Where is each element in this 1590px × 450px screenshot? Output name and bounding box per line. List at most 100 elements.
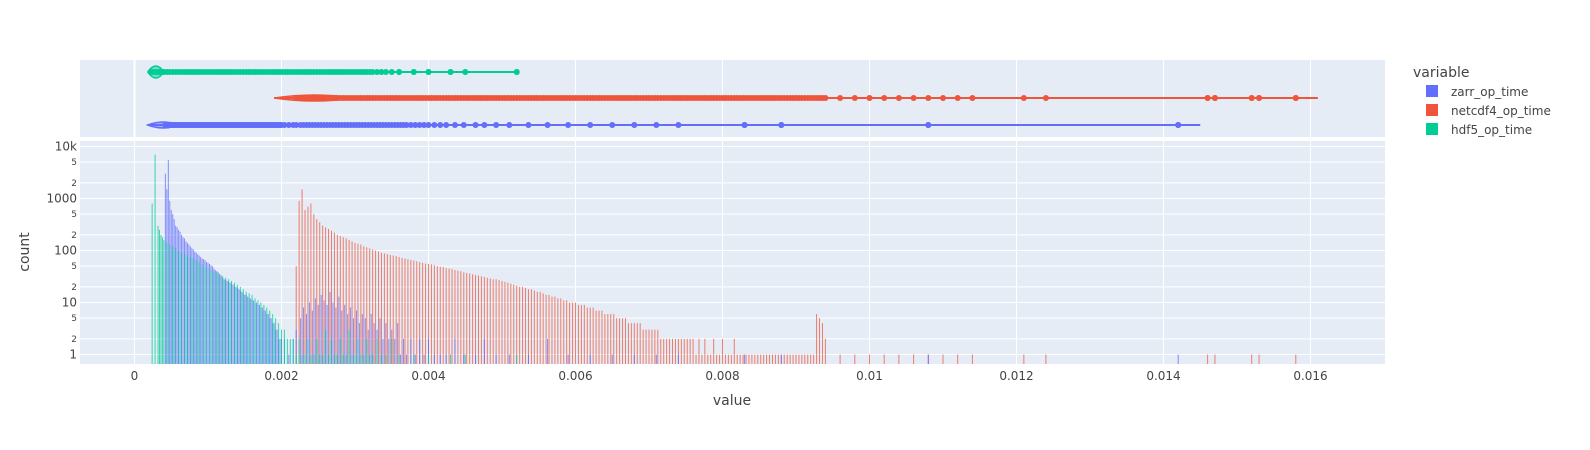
histogram-bar	[567, 354, 569, 364]
legend-item[interactable]: netcdf4_op_time	[1426, 104, 1551, 118]
histogram-bar	[680, 338, 682, 364]
histogram-bar	[751, 354, 753, 364]
histogram-bar	[701, 354, 703, 364]
histogram-bar	[745, 354, 747, 364]
histogram-bar	[821, 323, 823, 364]
histogram-bar	[178, 250, 180, 364]
histogram-bar	[360, 354, 362, 364]
violin-outlier	[1204, 95, 1211, 101]
histogram-bar	[824, 338, 826, 364]
histogram-bar	[300, 318, 302, 364]
histogram-bar	[367, 329, 369, 364]
histogram-bar	[611, 354, 613, 364]
histogram-bar	[214, 270, 216, 364]
violin-density	[145, 121, 181, 129]
histogram-bar	[495, 279, 497, 364]
legend-swatch	[1426, 85, 1438, 97]
violin-outlier	[741, 122, 748, 128]
histogram-bar	[198, 262, 200, 364]
histogram-bar	[395, 256, 397, 364]
histogram-bar	[645, 329, 647, 364]
histogram-bars	[151, 154, 1297, 364]
histogram-bar	[722, 338, 723, 364]
histogram-bar	[336, 354, 338, 364]
histogram-bar	[666, 338, 668, 364]
violin-point	[472, 122, 479, 128]
violin-density	[146, 65, 165, 79]
histogram-bar	[769, 354, 771, 364]
histogram-bar	[379, 318, 381, 364]
histogram-bar	[256, 302, 258, 364]
legend-item[interactable]: hdf5_op_time	[1426, 123, 1532, 137]
histogram-bar	[192, 258, 194, 364]
legend-swatch	[1426, 104, 1438, 116]
legend[interactable]: variable zarr_op_time netcdf4_op_time hdf5…	[1413, 65, 1551, 137]
histogram-bar	[161, 237, 163, 364]
histogram-bar	[428, 264, 429, 364]
histogram-bar	[160, 234, 162, 364]
histogram-bar	[733, 338, 735, 364]
histogram-bar	[397, 323, 399, 364]
histogram-bar	[330, 230, 332, 364]
histogram-bar	[1207, 354, 1209, 364]
histogram-bar	[355, 310, 357, 364]
legend-label: netcdf4_op_time	[1451, 104, 1551, 118]
histogram-bar	[686, 338, 688, 364]
histogram-bar	[319, 222, 321, 364]
histogram-bar	[672, 338, 674, 364]
y-tick-label: 5	[71, 262, 77, 272]
histogram-bar	[175, 248, 177, 364]
histogram-bar	[704, 338, 706, 364]
histogram-bar	[744, 354, 746, 364]
histogram-bar	[363, 354, 365, 364]
violin-point	[565, 122, 572, 128]
histogram-bar	[351, 354, 353, 364]
histogram-bar	[674, 338, 676, 364]
histogram-bar	[298, 200, 300, 364]
histogram-bar	[266, 307, 268, 364]
histogram-bar	[771, 354, 773, 364]
histogram-bar	[739, 354, 741, 364]
histogram-bar	[433, 265, 435, 364]
histogram-bar	[220, 275, 222, 364]
violin-point	[506, 122, 513, 128]
histogram-bar	[757, 354, 759, 364]
histogram-bar	[357, 243, 359, 364]
histogram-bar	[854, 354, 856, 364]
marginal-violins	[145, 65, 1318, 129]
histogram-bar	[163, 239, 165, 364]
violin-point	[525, 122, 532, 128]
histogram-bar	[235, 286, 237, 364]
histogram-bar	[219, 274, 221, 364]
violin-point	[1020, 95, 1027, 101]
histogram-bar	[179, 231, 181, 364]
histogram-bar	[604, 314, 606, 364]
violin-point	[460, 122, 467, 128]
violin-point	[653, 122, 660, 128]
histogram-bar	[516, 285, 518, 364]
histogram-bar	[869, 354, 870, 364]
histogram-bar	[586, 307, 588, 364]
histogram-bar	[173, 219, 175, 364]
histogram-bar	[913, 354, 915, 364]
histogram-bar	[713, 338, 715, 364]
histogram-bar	[278, 323, 280, 364]
histogram-bar	[272, 314, 274, 364]
histogram-bar	[254, 298, 256, 364]
violin-point	[895, 95, 902, 101]
histogram-bar	[363, 246, 365, 364]
violin-point	[421, 122, 428, 128]
histogram-bar	[592, 307, 594, 364]
histogram-bar	[251, 294, 253, 364]
histogram-bar	[176, 227, 178, 364]
histogram-bar	[295, 354, 297, 364]
histogram-bar	[1214, 354, 1216, 364]
histogram-bar	[433, 354, 435, 364]
legend-item[interactable]: zarr_op_time	[1426, 85, 1528, 99]
histogram-bar	[957, 354, 959, 364]
histogram-bar	[322, 225, 324, 364]
histogram-bar	[158, 229, 160, 364]
histogram-bar	[236, 284, 238, 364]
histogram-bar	[695, 354, 697, 364]
histogram-bar	[373, 323, 375, 364]
